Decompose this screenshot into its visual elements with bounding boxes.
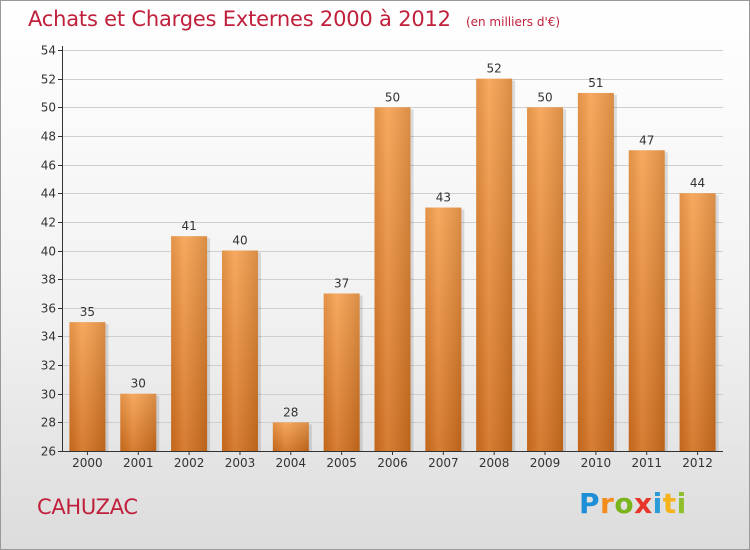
x-tick-label: 2007 xyxy=(428,456,459,470)
value-label: 50 xyxy=(385,90,400,104)
x-tick-label: 2011 xyxy=(631,456,662,470)
logo-letter: t xyxy=(662,487,677,520)
x-tick-label: 2001 xyxy=(123,456,154,470)
y-tick-label: 48 xyxy=(41,130,56,144)
x-tick-label: 2004 xyxy=(276,456,307,470)
chart-title-block: Achats et Charges Externes 2000 à 2012 (… xyxy=(28,7,560,31)
y-tick-label: 54 xyxy=(41,44,56,58)
value-label: 47 xyxy=(639,133,654,147)
value-label: 35 xyxy=(80,305,95,319)
bar-sheen xyxy=(577,92,614,451)
y-tick-label: 26 xyxy=(41,445,56,459)
y-tick-label: 34 xyxy=(41,330,56,344)
value-label: 50 xyxy=(537,90,552,104)
bar-sheen xyxy=(628,150,665,451)
y-tick-label: 32 xyxy=(41,359,56,373)
bar-sheen xyxy=(476,78,513,452)
value-label: 51 xyxy=(588,76,603,90)
commune-name: CAHUZAC xyxy=(37,495,138,519)
value-label: 41 xyxy=(181,219,196,233)
bar-sheen xyxy=(221,250,258,451)
bar-sheen xyxy=(425,207,462,451)
logo-letter: i xyxy=(676,487,687,520)
x-tick-label: 2012 xyxy=(682,456,713,470)
bars xyxy=(69,78,719,452)
labels: 26 28 30 32 34 36 38 40 42 44 46 48 50 52 54 35 2000 30 20… xyxy=(41,44,713,471)
value-label: 40 xyxy=(232,234,247,248)
proxiti-logo: Proxiti xyxy=(579,487,687,520)
x-tick-label: 2005 xyxy=(326,456,357,470)
bar-sheen xyxy=(679,193,716,451)
x-tick-label: 2003 xyxy=(225,456,256,470)
bar-sheen xyxy=(527,107,564,452)
y-tick-label: 44 xyxy=(41,187,56,201)
bar-sheen xyxy=(69,322,106,451)
value-label: 44 xyxy=(690,176,705,190)
x-tick-label: 2010 xyxy=(581,456,612,470)
bar-sheen xyxy=(374,107,411,452)
logo-letter: P xyxy=(579,487,601,520)
y-tick-label: 36 xyxy=(41,302,56,316)
y-tick-label: 46 xyxy=(41,159,56,173)
value-label: 43 xyxy=(436,191,451,205)
y-tick-label: 42 xyxy=(41,216,56,230)
logo-letter: x xyxy=(634,487,653,520)
value-label: 30 xyxy=(131,377,146,391)
y-tick-label: 50 xyxy=(41,101,56,115)
axes xyxy=(58,46,723,455)
x-tick-label: 2009 xyxy=(530,456,561,470)
y-tick-label: 28 xyxy=(41,416,56,430)
x-tick-label: 2000 xyxy=(72,456,103,470)
logo-letter: i xyxy=(652,487,663,520)
logo-letter: o xyxy=(614,487,635,520)
y-tick-label: 40 xyxy=(41,245,56,259)
bar-sheen xyxy=(171,236,208,451)
bar-sheen xyxy=(323,293,360,451)
y-tick-label: 30 xyxy=(41,388,56,402)
x-tick-label: 2008 xyxy=(479,456,510,470)
bar-sheen xyxy=(120,393,157,451)
y-tick-label: 38 xyxy=(41,273,56,287)
value-label: 28 xyxy=(283,405,298,419)
bar-sheen xyxy=(272,422,309,451)
logo-letter: r xyxy=(600,487,615,520)
x-tick-label: 2006 xyxy=(377,456,408,470)
x-tick-label: 2002 xyxy=(174,456,205,470)
value-label: 52 xyxy=(487,62,502,76)
chart-title: Achats et Charges Externes 2000 à 2012 xyxy=(28,7,451,31)
value-label: 37 xyxy=(334,276,349,290)
y-tick-label: 52 xyxy=(41,73,56,87)
chart-subtitle: (en milliers d'€) xyxy=(465,15,561,29)
